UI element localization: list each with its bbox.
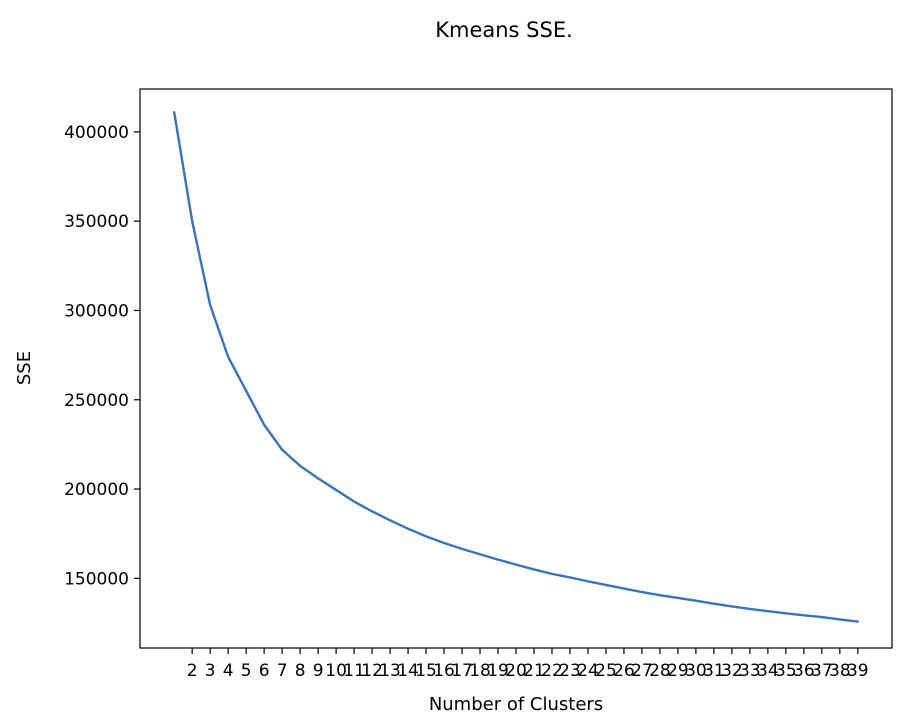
x-tick-label: 39 [847, 661, 869, 681]
y-tick-label: 250000 [64, 391, 129, 411]
y-tick-label: 350000 [64, 212, 129, 232]
y-tick-label: 400000 [64, 123, 129, 143]
y-tick-label: 200000 [64, 480, 129, 500]
series-layer [172, 111, 860, 623]
x-tick-label: 23 [559, 661, 581, 681]
x-tick-label: 15 [415, 661, 437, 681]
x-tick-label: 21 [523, 661, 545, 681]
x-tick-label: 13 [379, 661, 401, 681]
x-tick-label: 37 [811, 661, 833, 681]
x-tick-label: 11 [343, 661, 365, 681]
y-tick-label: 300000 [64, 301, 129, 321]
x-tick-label: 5 [241, 661, 252, 681]
x-tick-label: 20 [505, 661, 527, 681]
x-tick-label: 25 [595, 661, 617, 681]
x-tick-label: 12 [361, 661, 383, 681]
x-axis: 2 3 4 5 6 7 8 9 10111213141516171819202122232425… [187, 648, 869, 681]
x-tick-label: 38 [829, 661, 851, 681]
x-tick-label: 36 [793, 661, 815, 681]
x-tick-label: 8 [295, 661, 306, 681]
y-tick-label: 150000 [64, 569, 129, 589]
x-tick-label: 22 [541, 661, 563, 681]
x-tick-label: 17 [451, 661, 473, 681]
x-tick-label: 7 [277, 661, 288, 681]
x-tick-label: 2 [187, 661, 198, 681]
x-tick-label: 19 [487, 661, 509, 681]
x-tick-label: 34 [757, 661, 779, 681]
x-tick-label: 30 [685, 661, 707, 681]
x-tick-label: 6 [259, 661, 270, 681]
x-axis-label: Number of Clusters [429, 694, 603, 715]
y-axis: 150000 200000 250000 300000 350000 400000 [64, 123, 140, 589]
chart-title: Kmeans SSE. [435, 18, 573, 42]
x-tick-label: 29 [667, 661, 689, 681]
x-tick-label: 26 [613, 661, 635, 681]
x-tick-label: 3 [205, 661, 216, 681]
x-tick-label: 28 [649, 661, 671, 681]
x-tick-label: 35 [775, 661, 797, 681]
x-tick-label: 33 [739, 661, 761, 681]
x-tick-label: 24 [577, 661, 599, 681]
series-line-0 [172, 111, 860, 623]
x-tick-label: 32 [721, 661, 743, 681]
x-tick-label: 16 [433, 661, 455, 681]
x-tick-label: 31 [703, 661, 725, 681]
x-tick-label: 10 [325, 661, 347, 681]
x-tick-label: 14 [397, 661, 419, 681]
x-tick-label: 27 [631, 661, 653, 681]
x-tick-label: 4 [223, 661, 234, 681]
x-tick-label: 18 [469, 661, 491, 681]
y-axis-label: SSE [14, 351, 35, 385]
x-tick-label: 9 [313, 661, 324, 681]
